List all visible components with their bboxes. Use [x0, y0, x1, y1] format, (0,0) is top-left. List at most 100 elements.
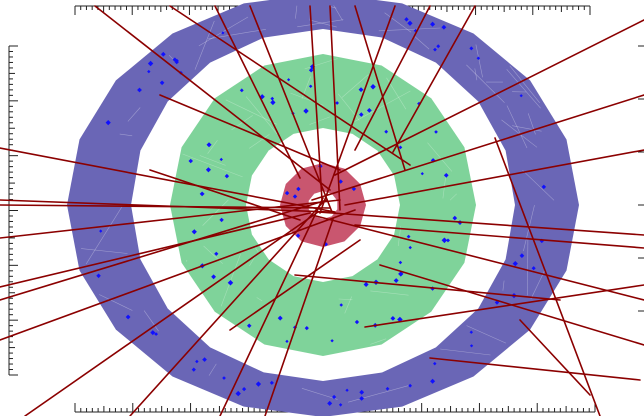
- mesh-line: [344, 296, 352, 314]
- detector-hit: [154, 332, 158, 336]
- mesh-line: [466, 325, 507, 344]
- mesh-line: [245, 96, 278, 135]
- detector-hit: [441, 24, 447, 30]
- detector-hit: [242, 387, 247, 392]
- particle-track: [0, 199, 328, 301]
- detector-hit: [308, 84, 313, 88]
- detector-hit: [235, 390, 241, 397]
- particle-track: [379, 264, 644, 346]
- detector-hit: [404, 17, 409, 22]
- particle-track: [429, 357, 641, 381]
- particle-track: [159, 94, 341, 171]
- detector-hit: [408, 245, 412, 250]
- mesh-line: [220, 254, 241, 307]
- particle-track: [24, 211, 319, 416]
- detector-hit: [188, 158, 193, 164]
- particle-track: [354, 224, 644, 249]
- mesh-line: [502, 280, 505, 291]
- detector-hit: [284, 190, 290, 196]
- mesh-line: [414, 36, 430, 50]
- detector-hits: [96, 17, 547, 407]
- particle-track: [0, 199, 331, 213]
- detector-hit: [159, 80, 165, 86]
- mesh-line: [449, 193, 457, 201]
- detector-hit: [339, 303, 343, 307]
- detector-hit: [269, 380, 274, 385]
- particle-track: [264, 218, 334, 416]
- mesh-line: [506, 69, 541, 109]
- mesh-line: [397, 226, 402, 247]
- detector-hit: [327, 400, 333, 406]
- mesh-line: [297, 19, 344, 28]
- mesh-line: [506, 105, 528, 149]
- detector-hit: [191, 367, 196, 372]
- detector-hit: [406, 234, 411, 239]
- detector-hit: [385, 386, 390, 391]
- detector-hit: [519, 253, 525, 258]
- detector-hit: [443, 173, 449, 178]
- mesh-line: [522, 169, 555, 201]
- detector-hit: [295, 233, 301, 238]
- mesh-line: [194, 20, 215, 70]
- detector-hit: [296, 186, 301, 192]
- mesh-line: [81, 248, 128, 254]
- detector-hit: [476, 56, 481, 60]
- detector-hit: [147, 60, 154, 67]
- detector-hit: [519, 94, 523, 98]
- detector-hit: [397, 316, 403, 323]
- mesh-line: [186, 259, 188, 262]
- detector-hit: [398, 145, 403, 150]
- mesh-line: [440, 348, 491, 356]
- detector-hit: [222, 376, 226, 380]
- detector-hit: [304, 326, 309, 331]
- mesh-line: [466, 64, 505, 103]
- detector-hit: [221, 31, 225, 35]
- particle-track: [294, 274, 561, 301]
- mesh-line: [85, 206, 122, 265]
- detector-hit: [408, 383, 412, 388]
- detector-hit: [137, 87, 142, 93]
- detector-hit: [436, 44, 441, 49]
- detector-hit: [358, 87, 364, 93]
- detector-hit: [469, 344, 474, 348]
- detector-hit: [330, 339, 334, 343]
- mesh-line: [341, 74, 369, 98]
- mesh-line: [202, 199, 229, 226]
- mesh-line: [527, 113, 536, 135]
- detector-hit: [227, 280, 234, 286]
- detector-hit: [335, 101, 339, 105]
- detector-hit: [433, 47, 437, 52]
- mesh-line: [127, 107, 141, 122]
- mesh-line: [225, 99, 277, 125]
- detector-hit: [303, 108, 309, 114]
- mesh-line: [295, 5, 298, 19]
- mesh-line: [333, 5, 343, 21]
- particle-track: [311, 214, 644, 301]
- particle-track: [149, 169, 301, 221]
- detector-hit: [433, 361, 437, 366]
- detector-hit: [96, 273, 101, 279]
- detector-hit: [359, 396, 364, 401]
- detector-hit: [469, 46, 474, 51]
- detector-hit: [398, 271, 404, 277]
- mesh-line: [256, 297, 263, 302]
- detector-hit: [370, 84, 376, 90]
- detector-hit: [175, 58, 179, 63]
- detector-hit: [430, 378, 436, 384]
- mesh-line: [338, 298, 353, 300]
- detector-hit: [345, 388, 349, 392]
- mesh-line: [512, 125, 542, 132]
- mesh-line: [474, 68, 478, 81]
- mesh-line: [143, 310, 159, 332]
- detector-hit: [384, 129, 389, 134]
- detector-hit: [512, 261, 518, 267]
- particle-track: [319, 5, 396, 214]
- detector-hit: [292, 194, 298, 199]
- detector-hit: [354, 319, 360, 325]
- detector-hit: [199, 191, 205, 197]
- detector-hit: [247, 323, 252, 328]
- particle-track: [494, 137, 601, 416]
- detector-hit: [332, 394, 337, 400]
